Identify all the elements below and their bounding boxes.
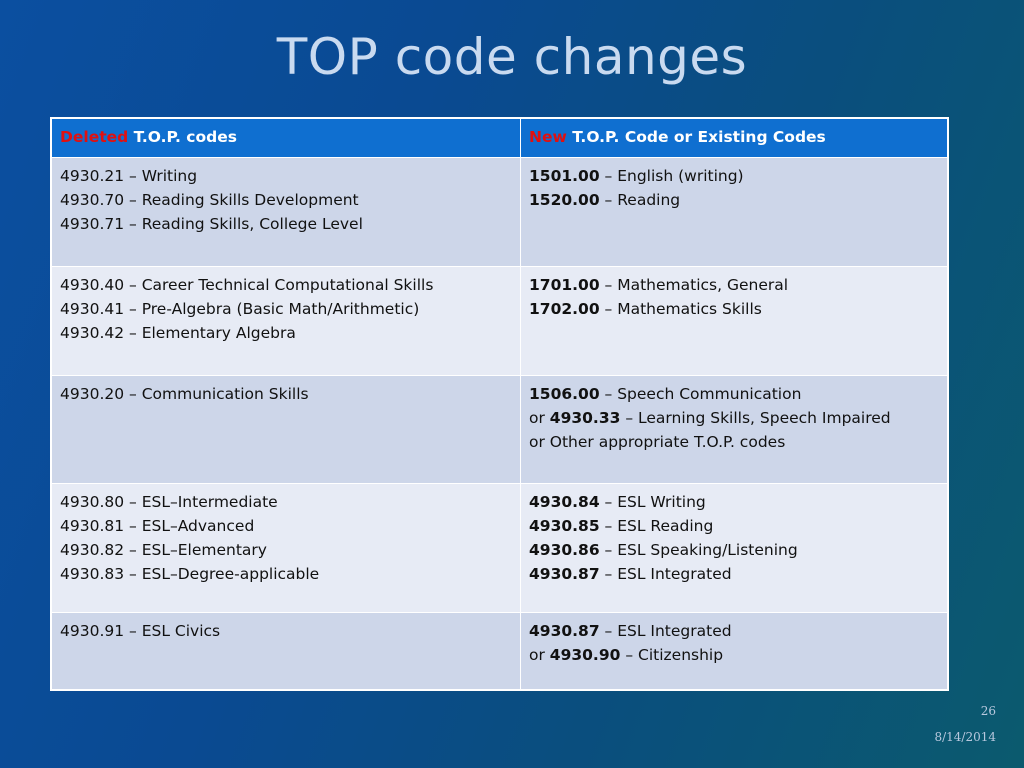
- table-row: 4930.21 – Writing 4930.70 – Reading Skil…: [50, 157, 949, 267]
- new-code-description: – Learning Skills, Speech Impaired: [620, 409, 891, 427]
- deleted-code-line: 4930.71 – Reading Skills, College Level: [60, 215, 363, 233]
- new-code-line: 4930.87 – ESL Integrated: [529, 562, 939, 586]
- deleted-code-line: 4930.82 – ESL–Elementary: [60, 541, 267, 559]
- deleted-code-line: 4930.83 – ESL–Degree-applicable: [60, 565, 320, 583]
- new-code-line: or 4930.90 – Citizenship: [529, 643, 939, 667]
- new-code-number: 1702.00: [529, 300, 600, 318]
- new-code-line: 4930.84 – ESL Writing: [529, 490, 939, 514]
- deleted-codes-cell: 4930.91 – ESL Civics: [50, 612, 521, 690]
- new-code-line: 1501.00 – English (writing): [529, 164, 939, 188]
- table-row: 4930.91 – ESL Civics 4930.87 – ESL Integ…: [50, 612, 949, 690]
- slide-title: TOP code changes: [276, 28, 748, 86]
- new-codes-cell: 1501.00 – English (writing) 1520.00 – Re…: [520, 157, 949, 267]
- new-codes-cell: 4930.87 – ESL Integrated or 4930.90 – Ci…: [520, 612, 949, 690]
- deleted-code-line: 4930.20 – Communication Skills: [60, 385, 309, 403]
- new-code-line: 1702.00 – Mathematics Skills: [529, 297, 939, 321]
- new-code-number: 4930.87: [529, 622, 600, 640]
- slide-number: 26: [980, 704, 996, 718]
- header-deleted-label: Deleted: [60, 128, 129, 146]
- deleted-code-line: 4930.40 – Career Technical Computational…: [60, 276, 434, 294]
- new-code-number: 4930.90: [549, 646, 621, 664]
- deleted-codes-cell: 4930.40 – Career Technical Computational…: [50, 266, 521, 376]
- new-code-number: 1701.00: [529, 276, 600, 294]
- new-code-description: – Speech Communication: [599, 385, 802, 403]
- deleted-codes-cell: 4930.21 – Writing 4930.70 – Reading Skil…: [50, 157, 521, 267]
- top-codes-table: Deleted T.O.P. codes New T.O.P. Code or …: [50, 117, 949, 691]
- new-code-description: – Citizenship: [620, 646, 724, 664]
- new-code-number: 4930.87: [529, 565, 600, 583]
- deleted-codes-cell: 4930.80 – ESL–Intermediate 4930.81 – ESL…: [50, 483, 521, 613]
- header-new-label: New: [529, 128, 567, 146]
- new-code-number: 1506.00: [529, 385, 600, 403]
- new-code-description: – ESL Speaking/Listening: [599, 541, 798, 559]
- deleted-code-line: 4930.91 – ESL Civics: [60, 622, 221, 640]
- new-code-line: 1520.00 – Reading: [529, 188, 939, 212]
- new-code-number: 1501.00: [529, 167, 600, 185]
- deleted-code-line: 4930.41 – Pre-Algebra (Basic Math/Arithm…: [60, 300, 420, 318]
- new-code-line: 1506.00 – Speech Communication: [529, 382, 939, 406]
- header-deleted-codes: Deleted T.O.P. codes: [50, 117, 521, 158]
- new-code-line: 4930.85 – ESL Reading: [529, 514, 939, 538]
- new-code-number: 4930.84: [529, 493, 600, 511]
- header-new-rest: T.O.P. Code or Existing Codes: [566, 128, 826, 146]
- table-row: 4930.80 – ESL–Intermediate 4930.81 – ESL…: [50, 483, 949, 613]
- header-new-codes: New T.O.P. Code or Existing Codes: [520, 117, 949, 158]
- table-row: 4930.40 – Career Technical Computational…: [50, 266, 949, 376]
- new-codes-cell: 1506.00 – Speech Communication or 4930.3…: [520, 375, 949, 484]
- new-code-line: or Other appropriate T.O.P. codes: [529, 430, 939, 454]
- new-code-description: – Reading: [599, 191, 681, 209]
- deleted-code-line: 4930.80 – ESL–Intermediate: [60, 493, 278, 511]
- new-code-description: – ESL Integrated: [599, 565, 732, 583]
- header-deleted-rest: T.O.P. codes: [128, 128, 237, 146]
- table-header-row: Deleted T.O.P. codes New T.O.P. Code or …: [50, 117, 949, 158]
- new-code-number: 4930.86: [529, 541, 600, 559]
- new-code-number: 4930.85: [529, 517, 600, 535]
- new-code-prefix: or: [529, 409, 550, 427]
- slide-date: 8/14/2014: [934, 730, 996, 744]
- new-code-description: – ESL Writing: [599, 493, 706, 511]
- deleted-code-line: 4930.42 – Elementary Algebra: [60, 324, 296, 342]
- deleted-code-line: 4930.21 – Writing: [60, 167, 198, 185]
- new-code-description: – English (writing): [599, 167, 744, 185]
- deleted-code-line: 4930.81 – ESL–Advanced: [60, 517, 255, 535]
- table-row: 4930.20 – Communication Skills 1506.00 –…: [50, 375, 949, 484]
- new-code-prefix: or: [529, 646, 550, 664]
- new-code-description: – Mathematics, General: [599, 276, 789, 294]
- new-code-description: – Mathematics Skills: [599, 300, 762, 318]
- deleted-code-line: 4930.70 – Reading Skills Development: [60, 191, 359, 209]
- new-code-prefix: or Other appropriate T.O.P. codes: [529, 433, 786, 451]
- new-code-line: 1701.00 – Mathematics, General: [529, 273, 939, 297]
- new-code-number: 1520.00: [529, 191, 600, 209]
- new-code-description: – ESL Integrated: [599, 622, 732, 640]
- new-code-line: 4930.86 – ESL Speaking/Listening: [529, 538, 939, 562]
- deleted-codes-cell: 4930.20 – Communication Skills: [50, 375, 521, 484]
- new-code-line: or 4930.33 – Learning Skills, Speech Imp…: [529, 406, 939, 430]
- new-code-description: – ESL Reading: [599, 517, 714, 535]
- new-codes-cell: 1701.00 – Mathematics, General 1702.00 –…: [520, 266, 949, 376]
- new-code-line: 4930.87 – ESL Integrated: [529, 619, 939, 643]
- new-code-number: 4930.33: [549, 409, 621, 427]
- new-codes-cell: 4930.84 – ESL Writing 4930.85 – ESL Read…: [520, 483, 949, 613]
